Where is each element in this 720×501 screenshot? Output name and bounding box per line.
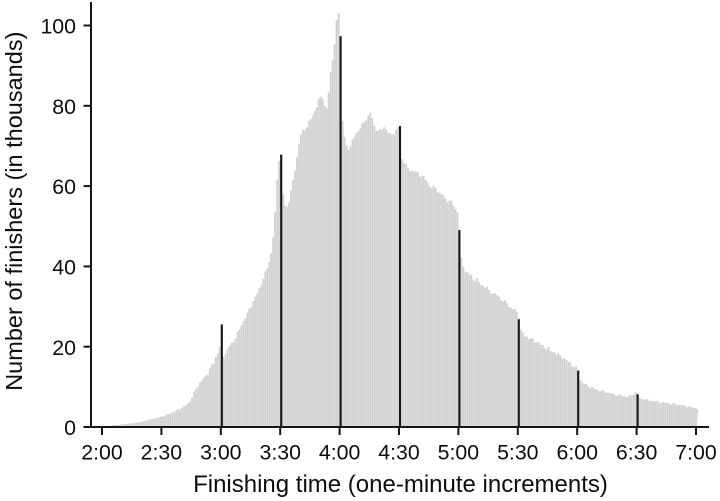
svg-text:7:00: 7:00 xyxy=(675,440,717,464)
svg-text:Finishing time (one-minute inc: Finishing time (one-minute increments) xyxy=(193,471,608,498)
svg-text:80: 80 xyxy=(52,95,76,119)
svg-text:20: 20 xyxy=(52,336,76,360)
svg-text:6:00: 6:00 xyxy=(556,440,598,464)
svg-text:5:00: 5:00 xyxy=(438,440,480,464)
svg-text:3:30: 3:30 xyxy=(259,440,301,464)
svg-text:5:30: 5:30 xyxy=(497,440,539,464)
svg-text:Number of finishers (in thousa: Number of finishers (in thousands) xyxy=(1,32,27,391)
svg-text:0: 0 xyxy=(64,416,76,440)
svg-text:4:00: 4:00 xyxy=(319,440,361,464)
svg-text:40: 40 xyxy=(52,256,76,280)
svg-text:2:00: 2:00 xyxy=(81,440,123,464)
svg-text:3:00: 3:00 xyxy=(200,440,242,464)
svg-text:2:30: 2:30 xyxy=(141,440,183,464)
svg-text:4:30: 4:30 xyxy=(378,440,420,464)
svg-text:60: 60 xyxy=(52,175,76,199)
svg-text:6:30: 6:30 xyxy=(616,440,658,464)
svg-text:100: 100 xyxy=(40,15,76,39)
